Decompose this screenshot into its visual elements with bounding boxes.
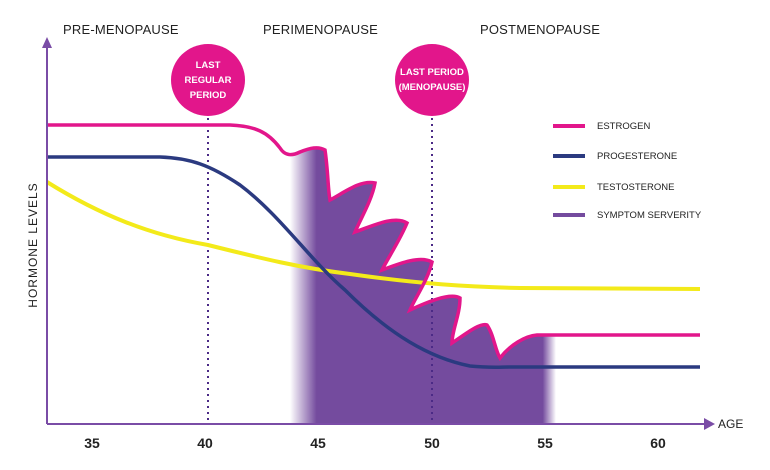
phase-perimenopause: PERIMENOPAUSE [263, 22, 379, 37]
estrogen-line [47, 123, 700, 362]
symptom-severity-area [290, 147, 556, 424]
y-axis-arrow [42, 37, 52, 48]
x-axis-label: AGE [718, 417, 744, 431]
legend-swatch [553, 154, 585, 158]
progesterone-line [47, 155, 700, 369]
legend-swatch [553, 213, 585, 217]
phase-pre-menopause: PRE-MENOPAUSE [63, 22, 179, 37]
legend-swatch [553, 124, 585, 128]
x-tick-label: 60 [650, 435, 666, 451]
x-tick-label: 50 [424, 435, 440, 451]
legend-label: ESTROGEN [597, 120, 651, 132]
x-axis-arrow [704, 418, 715, 430]
legend-testosterone: TESTOSTERONE [553, 180, 674, 194]
legend-symptom-severity: SYMPTOM SERVERITY [553, 208, 701, 222]
legend-swatch [553, 185, 585, 189]
x-tick-label: 55 [537, 435, 553, 451]
y-axis-label: HORMONE LEVELS [26, 182, 40, 308]
x-tick-label: 40 [197, 435, 213, 451]
legend-progesterone: PROGESTERONE [553, 149, 677, 163]
legend-label: SYMPTOM SERVERITY [597, 209, 702, 221]
x-tick-label: 35 [84, 435, 100, 451]
marker-last-period-menopause: LAST PERIOD (MENOPAUSE) [395, 44, 469, 116]
x-tick-label: 45 [310, 435, 326, 451]
marker-last-regular-period: LAST REGULAR PERIOD [171, 44, 245, 116]
legend-estrogen: ESTROGEN [553, 119, 650, 133]
legend-label: TESTOSTERONE [597, 181, 675, 193]
phase-postmenopause: POSTMENOPAUSE [480, 22, 601, 37]
legend-label: PROGESTERONE [597, 150, 678, 162]
testosterone-line [45, 180, 701, 291]
